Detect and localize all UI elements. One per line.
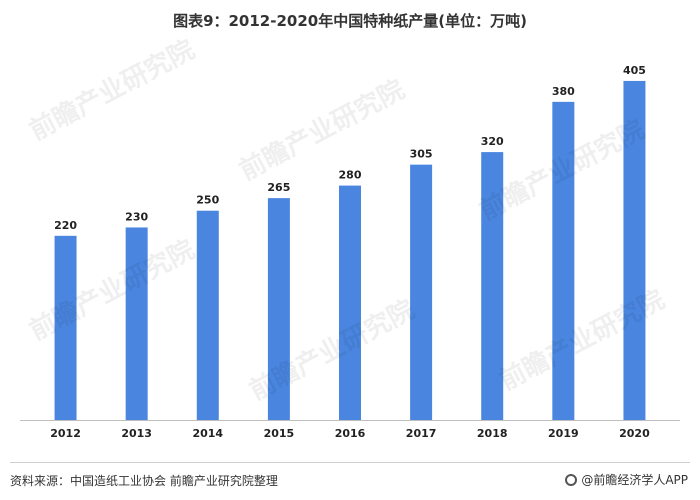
value-label-2012: 220: [54, 219, 77, 232]
brand-logo-icon: [565, 473, 578, 486]
x-tick-2018: 2018: [477, 427, 508, 440]
value-label-2018: 320: [481, 135, 504, 148]
bar-2020: [623, 80, 646, 420]
x-tick-2019: 2019: [548, 427, 579, 440]
x-tick-2013: 2013: [121, 427, 152, 440]
value-label-2020: 405: [623, 64, 646, 77]
bar-2013: [125, 227, 148, 420]
bar-2018: [481, 152, 504, 420]
bar-2019: [552, 101, 575, 420]
bar-2015: [267, 198, 290, 420]
x-tick-2016: 2016: [335, 427, 366, 440]
x-tick-2015: 2015: [264, 427, 295, 440]
value-label-2016: 280: [339, 169, 362, 182]
x-tick-labels-group: 2012 2013 2014 2015 2016 2017 2018 2019 2020: [50, 427, 650, 440]
value-label-2015: 265: [267, 181, 290, 194]
value-label-2013: 230: [125, 210, 148, 223]
value-label-2014: 250: [196, 194, 219, 207]
value-label-2019: 380: [552, 85, 575, 98]
footer-divider: [10, 462, 690, 463]
brand-label: @前瞻经济学人APP: [581, 473, 688, 487]
bar-2012: [54, 235, 77, 420]
bar-2017: [410, 164, 433, 420]
source-note: 资料来源：中国造纸工业协会 前瞻产业研究院整理: [10, 474, 278, 488]
value-label-2017: 305: [410, 148, 433, 161]
x-tick-2020: 2020: [619, 427, 650, 440]
x-tick-2014: 2014: [192, 427, 223, 440]
bar-2016: [339, 185, 361, 420]
x-tick-2017: 2017: [406, 427, 437, 440]
bars-group: [54, 80, 646, 420]
brand: @前瞻经济学人APP: [565, 471, 688, 488]
bar-2014: [196, 210, 219, 420]
chart-title: 图表9：2012-2020年中国特种纸产量(单位：万吨): [173, 12, 527, 30]
value-labels-group: 220 230 250 265 280 305 320 380 405: [54, 64, 646, 232]
x-tick-2012: 2012: [50, 427, 81, 440]
